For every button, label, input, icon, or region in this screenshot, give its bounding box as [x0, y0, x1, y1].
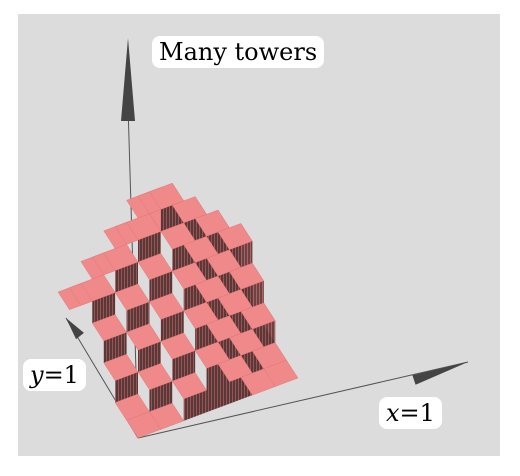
tower-top-face [149, 402, 185, 430]
tower-top-face [171, 372, 207, 400]
plot-title: Many towers [152, 36, 325, 68]
tower-front-face [149, 271, 173, 302]
tower-front-face [149, 381, 173, 412]
tower-top-face [80, 274, 116, 302]
tower-top-face [126, 213, 162, 241]
tower-top-face [103, 244, 139, 271]
surface-plot[interactable] [18, 14, 500, 456]
tower-front-face [115, 372, 138, 403]
tower-front-face [138, 231, 161, 262]
plot-canvas[interactable]: Many towers y=1 x=1 [18, 14, 500, 456]
tower-front-face [172, 350, 196, 382]
tower-front-face [183, 390, 207, 421]
tower-front-face [138, 341, 161, 372]
y-axis-variable: y [30, 361, 44, 389]
tower-top-face [240, 302, 276, 330]
y-axis-value: =1 [43, 361, 79, 389]
x-axis-label: x=1 [379, 397, 442, 429]
tower-front-face [115, 262, 138, 293]
x-axis-arrow [412, 362, 468, 385]
tower-top-face [91, 314, 127, 342]
tower-top-face [137, 253, 173, 280]
tower-top-face [137, 363, 173, 390]
tower-top-face [126, 323, 162, 351]
tower-front-face [160, 310, 184, 342]
z-axis-arrow [121, 38, 135, 121]
y-axis-label: y=1 [23, 359, 86, 391]
tower-top-face [217, 223, 253, 250]
tower-top-face [160, 332, 196, 360]
tower-front-face [92, 292, 116, 324]
y-axis-arrow [66, 318, 84, 340]
x-axis-variable: x [386, 399, 400, 427]
tower-top-face [229, 262, 265, 290]
tower-top-face [103, 354, 139, 381]
tower-top-face [114, 283, 150, 311]
x-axis-line [137, 361, 469, 439]
tower-front-face [103, 332, 127, 363]
x-axis-value: =1 [399, 399, 435, 427]
tower-top-face [149, 292, 185, 320]
tower-top-face [263, 360, 299, 387]
tower-front-face [126, 301, 150, 333]
